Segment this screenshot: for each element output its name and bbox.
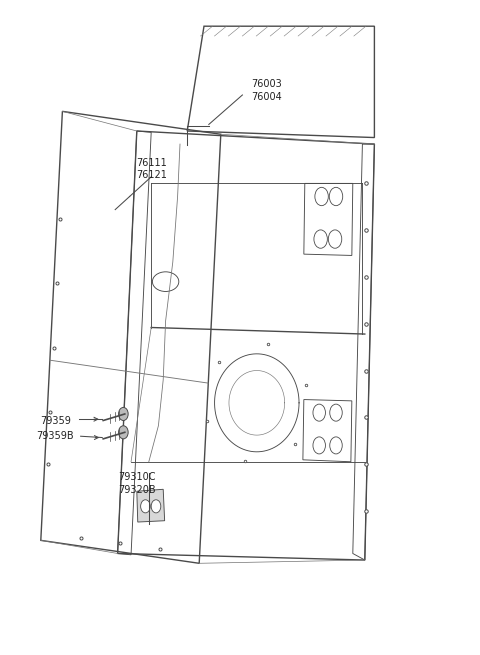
- Text: 79359B: 79359B: [36, 431, 74, 441]
- Circle shape: [119, 426, 128, 439]
- Text: 79359: 79359: [40, 415, 71, 426]
- Polygon shape: [137, 489, 165, 522]
- Text: 76111
76121: 76111 76121: [136, 158, 167, 180]
- Circle shape: [119, 407, 128, 421]
- Text: 79310C
79320B: 79310C 79320B: [118, 472, 156, 495]
- Circle shape: [141, 500, 150, 513]
- Text: 76003
76004: 76003 76004: [251, 79, 282, 102]
- Circle shape: [151, 500, 161, 513]
